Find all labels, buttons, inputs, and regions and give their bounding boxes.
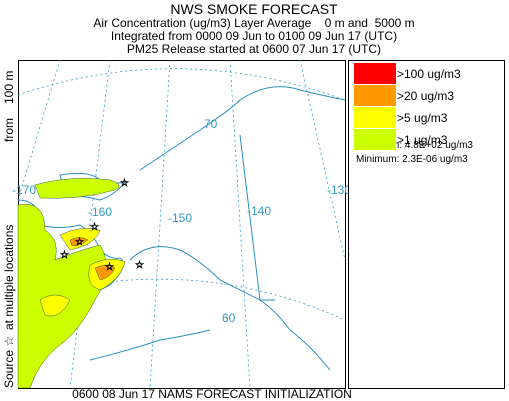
side-label: 100 m (2, 71, 16, 104)
longitude-label: -130 (327, 183, 351, 197)
longitude-label: -170 (12, 183, 36, 197)
smoke-plume (17, 178, 126, 389)
subtitle: Integrated from 0000 09 Jun to 0100 09 J… (111, 29, 397, 43)
legend-swatch (354, 129, 396, 150)
svg-text:☆: ☆ (60, 250, 69, 261)
legend: Maximum: 4.8E+02 ug/m3 Minimum: 2.3E-06 … (348, 60, 505, 389)
fire-sources: ☆ ☆ ☆ ☆ ☆ ☆ (60, 178, 145, 274)
title: NWS SMOKE FORECAST (170, 1, 338, 17)
side-label: from (2, 118, 16, 142)
latitude-label: 60 (222, 311, 236, 325)
side-label: Source ☆ (2, 336, 16, 388)
legend-swatch (354, 85, 396, 106)
legend-frame (348, 60, 505, 389)
svg-text:☆: ☆ (120, 178, 129, 189)
subtitle: Air Concentration (ug/m3) Layer Average … (93, 16, 414, 30)
legend-label: >1 ug/m3 (397, 133, 448, 147)
legend-label: >20 ug/m3 (397, 89, 454, 103)
svg-text:☆: ☆ (105, 262, 114, 273)
subtitle: PM25 Release started at 0600 07 Jun 17 (… (127, 42, 381, 56)
maximum: Maximum: 4.8E+02 ug/m3 (356, 140, 473, 151)
svg-text:☆: ☆ (90, 222, 99, 233)
minimum: Minimum: 2.3E-06 ug/m3 (356, 154, 468, 165)
legend-label: >100 ug/m3 (397, 67, 461, 81)
latitude-label: 70 (204, 117, 218, 131)
legend-label: >5 ug/m3 (397, 111, 448, 125)
longitude-label: -140 (247, 204, 271, 218)
svg-text:☆: ☆ (75, 237, 84, 248)
longitude-label: -160 (88, 205, 112, 219)
svg-text:☆: ☆ (135, 260, 144, 271)
side-label: at multiple locations (2, 225, 16, 330)
map-frame (18, 60, 346, 389)
footer: 0600 08 Jun 17 NAMS FORECAST INITIALIZAT… (72, 387, 352, 401)
map: ☆ ☆ ☆ ☆ ☆ ☆ -170 -160 -150 -140 -130 70 … (12, 59, 351, 389)
legend-swatch (354, 63, 396, 84)
longitude-label: -150 (168, 211, 192, 225)
legend-swatch (354, 107, 396, 128)
